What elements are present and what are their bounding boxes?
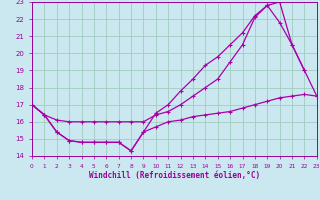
X-axis label: Windchill (Refroidissement éolien,°C): Windchill (Refroidissement éolien,°C) [89,171,260,180]
